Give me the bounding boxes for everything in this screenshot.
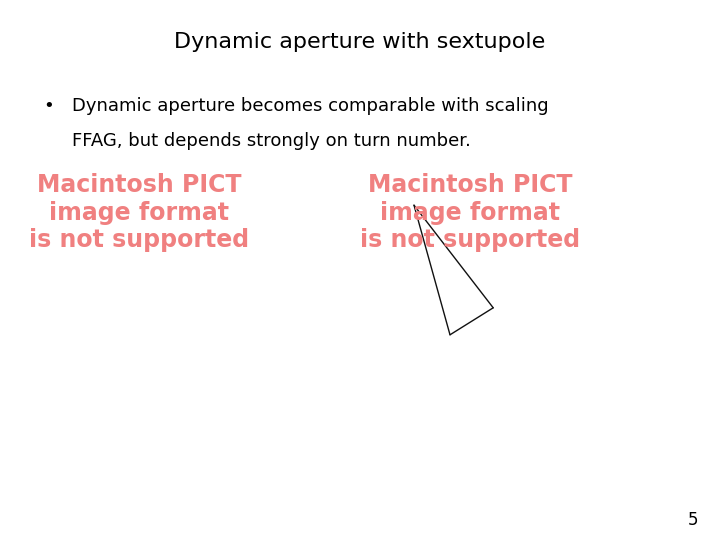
Text: Dynamic aperture becomes comparable with scaling: Dynamic aperture becomes comparable with…	[72, 97, 549, 115]
Text: Macintosh PICT
image format
is not supported: Macintosh PICT image format is not suppo…	[360, 173, 580, 252]
Text: •: •	[43, 97, 54, 115]
Text: Dynamic aperture with sextupole: Dynamic aperture with sextupole	[174, 32, 546, 52]
Text: Macintosh PICT
image format
is not supported: Macintosh PICT image format is not suppo…	[29, 173, 249, 252]
Text: FFAG, but depends strongly on turn number.: FFAG, but depends strongly on turn numbe…	[72, 132, 471, 150]
Text: 5: 5	[688, 511, 698, 529]
